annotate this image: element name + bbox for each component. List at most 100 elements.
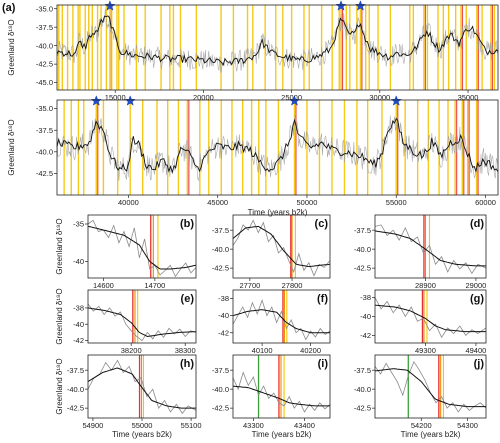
x-tick-label: 27800: [282, 281, 303, 290]
raw-series: [374, 224, 487, 275]
y-tick-label: -37.5: [36, 23, 53, 32]
y-tick-label: -35.0: [36, 4, 53, 13]
smooth-series: [56, 117, 499, 175]
panel-label: (g): [470, 293, 484, 305]
x-axis-label: Time (years b2k): [252, 430, 312, 439]
axes-frame: [87, 214, 197, 279]
x-tick-label: 40000: [118, 198, 139, 207]
smooth-series: [87, 367, 196, 409]
y-tick-label: -40.0: [36, 147, 53, 156]
y-tick-label: -42.5: [212, 264, 229, 273]
panel-label: (i): [318, 358, 329, 370]
star-marker: [335, 0, 347, 11]
x-tick-label: 20000: [193, 93, 214, 102]
x-tick-label: 50000: [297, 198, 318, 207]
axes-frame: [56, 99, 499, 196]
smooth-series: [232, 226, 331, 268]
smooth-series: [374, 304, 486, 333]
panel-d: -37.5 -40.0 -42.5 28900 29000 (d): [354, 214, 487, 290]
x-tick-label: 60000: [475, 198, 496, 207]
y-tick-label: -40.0: [354, 245, 371, 254]
smooth-series: [87, 307, 197, 338]
y-tick-label: -38: [360, 293, 371, 302]
star-marker: [390, 95, 402, 106]
y-tick-label: -40: [73, 257, 84, 266]
y-tick-label: -42.5: [212, 404, 229, 413]
panel-g: -38 -40 -42 49300 49400 (g): [360, 289, 487, 355]
panel-b: -35 -40 14600 14700 Greenland δ¹⁸O (b): [55, 214, 197, 290]
axes-frame: [232, 354, 331, 419]
panel-a-row2: -35.0 -37.5 -40.0 -42.5 40000 45000 50000 55000…: [7, 95, 499, 217]
panel-f: -38 -40 -42 40100 40200 (f): [218, 289, 331, 355]
star-marker: [104, 0, 116, 11]
y-tick-label: -35: [73, 220, 84, 229]
y-tick-label: -42: [73, 336, 84, 345]
star-marker: [90, 95, 102, 106]
panel-h: -37.5 -40.0 -42.5 54900 55000 55100 Greenland …: [55, 354, 202, 430]
y-tick-label: -42.5: [67, 404, 84, 413]
star-marker: [124, 95, 136, 106]
x-tick-label: 28900: [415, 281, 436, 290]
star-marker: [354, 0, 366, 11]
x-axis-label: Time (years b2k): [401, 430, 461, 439]
y-tick-label: -42: [218, 328, 229, 337]
smooth-series: [87, 225, 197, 270]
y-tick-label: -37.5: [212, 226, 229, 235]
y-tick-label: -37.5: [354, 226, 371, 235]
panel-label: (c): [315, 218, 329, 230]
x-tick-label: 43400: [294, 421, 315, 430]
x-tick-label: 55000: [132, 421, 153, 430]
y-tick-label: -38: [73, 304, 84, 313]
y-tick-label: -40.0: [354, 385, 371, 394]
y-tick-label: -40.0: [67, 385, 84, 394]
smooth-series: [374, 368, 486, 408]
x-tick-label: 27700: [239, 281, 260, 290]
x-tick-label: 38200: [121, 346, 142, 355]
y-tick-label: -37.5: [67, 366, 84, 375]
x-tick-label: 35000: [458, 93, 479, 102]
panel-label: (f): [317, 293, 328, 305]
y-tick-label: -42.5: [36, 169, 53, 178]
panel-label: (b): [180, 218, 194, 230]
y-tick-label: -40.0: [212, 385, 229, 394]
y-axis-label: Greenland δ¹⁸O: [7, 119, 16, 175]
y-tick-label: -38: [218, 294, 229, 303]
axes-frame: [87, 289, 197, 344]
panel-i: -37.5 -40.0 -42.5 43300 43400 (i): [212, 354, 331, 430]
smooth-series: [374, 230, 486, 267]
x-tick-label: 49400: [465, 346, 486, 355]
axes-frame: [56, 4, 499, 91]
y-axis-label: Greenland δ¹⁸O: [55, 358, 64, 414]
x-tick-label: 30000: [369, 93, 390, 102]
x-tick-label: 29000: [465, 281, 486, 290]
x-tick-label: 55000: [386, 198, 407, 207]
x-tick-label: 55100: [181, 421, 202, 430]
x-tick-label: 14600: [93, 281, 114, 290]
x-tick-label: 45000: [207, 198, 228, 207]
axes-frame: [232, 289, 331, 344]
y-tick-label: -37.5: [212, 366, 229, 375]
y-tick-label: -42: [360, 331, 371, 340]
y-tick-label: -40: [73, 320, 84, 329]
smooth-series: [232, 309, 330, 334]
x-axis-label: Time (years b2k): [112, 430, 172, 439]
y-tick-label: -45.0: [36, 78, 53, 87]
raw-series: [87, 303, 197, 342]
raw-series: [56, 115, 499, 182]
panel-e: -38 -40 -42 38200 38300 Greenland δ¹⁸O (e): [55, 288, 197, 355]
x-tick-label: 49300: [415, 346, 436, 355]
raw-series: [232, 299, 331, 341]
smooth-series: [56, 15, 499, 67]
y-tick-label: -37.5: [36, 126, 53, 135]
y-axis-label: Greenland δ¹⁸O: [7, 19, 16, 75]
x-tick-label: 54200: [411, 421, 432, 430]
x-tick-label: 25000: [281, 93, 302, 102]
x-tick-label: 54900: [82, 421, 103, 430]
panel-c: -37.5 -40.0 -42.5 27700 27800 (c): [212, 214, 331, 290]
y-tick-label: -42.5: [354, 264, 371, 273]
raw-series: [232, 371, 331, 413]
x-tick-label: 40200: [300, 346, 321, 355]
raw-series: [87, 359, 197, 415]
axes-frame: [374, 354, 487, 419]
panel-label: (j): [474, 358, 485, 370]
